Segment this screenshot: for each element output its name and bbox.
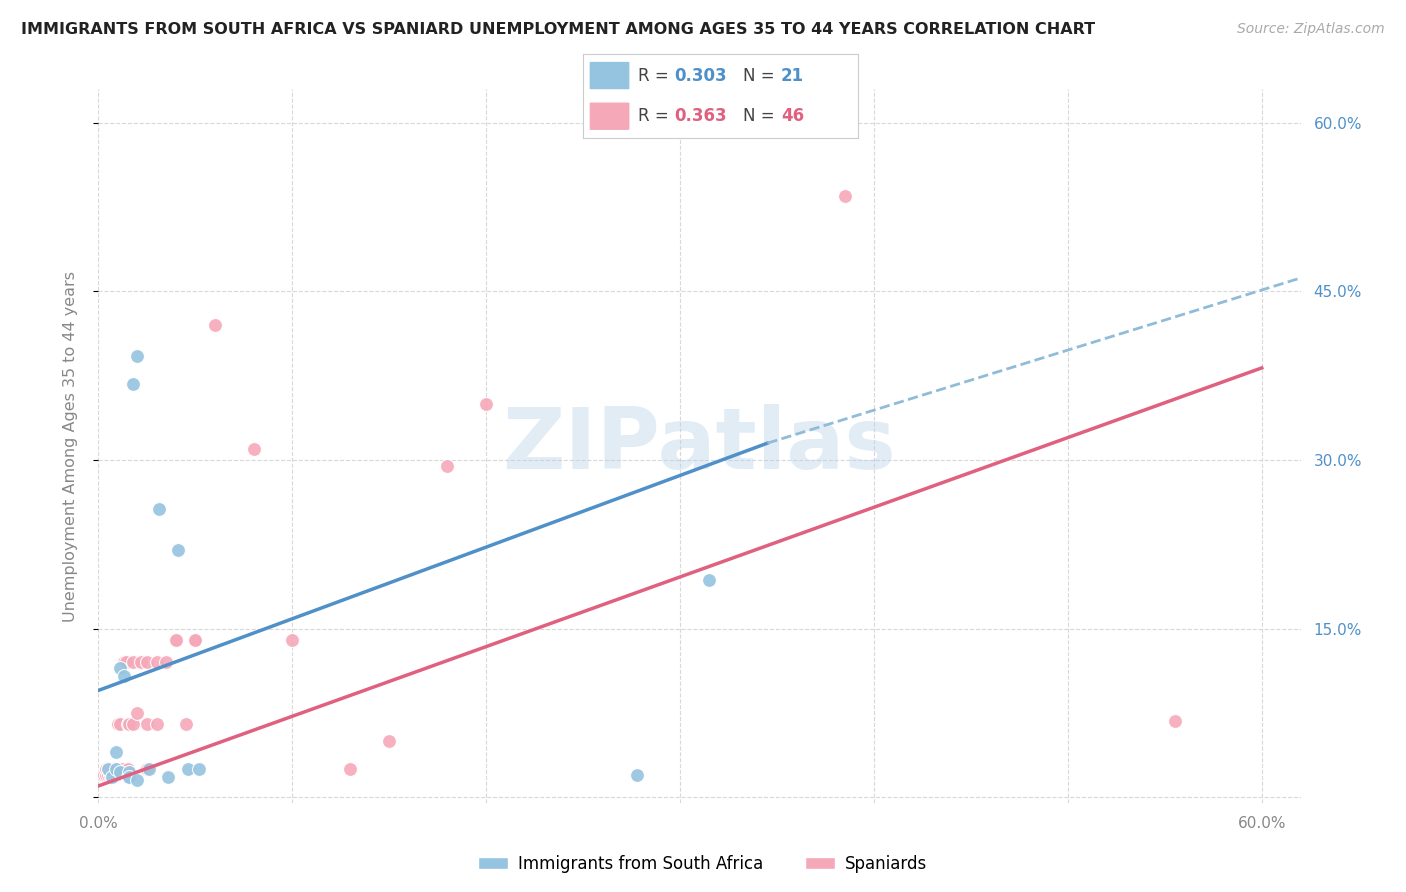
Point	[155, 656, 177, 670]
Point	[184, 632, 207, 647]
Text: N =: N =	[742, 107, 779, 125]
Point	[157, 770, 180, 784]
Point	[118, 770, 141, 784]
Point	[626, 768, 648, 782]
Point	[122, 717, 145, 731]
Point	[242, 442, 264, 456]
Point	[117, 717, 139, 731]
Text: Source: ZipAtlas.com: Source: ZipAtlas.com	[1237, 22, 1385, 37]
Text: N =: N =	[742, 67, 779, 85]
Point	[174, 717, 197, 731]
Point	[104, 745, 127, 759]
Text: R =: R =	[638, 107, 675, 125]
Point	[91, 768, 114, 782]
Point	[112, 656, 135, 670]
Point	[165, 632, 187, 647]
Point	[129, 656, 152, 670]
Point	[127, 706, 149, 720]
Point	[204, 318, 226, 333]
Text: 0.303: 0.303	[673, 67, 727, 85]
Point	[138, 762, 160, 776]
Point	[281, 632, 304, 647]
Text: 0.363: 0.363	[673, 107, 727, 125]
Point	[97, 762, 120, 776]
Point	[108, 661, 131, 675]
Y-axis label: Unemployment Among Ages 35 to 44 years: Unemployment Among Ages 35 to 44 years	[63, 270, 77, 622]
FancyBboxPatch shape	[589, 102, 630, 130]
Point	[122, 656, 145, 670]
Point	[117, 762, 139, 776]
Point	[108, 765, 131, 780]
Point	[436, 458, 458, 473]
Point	[339, 762, 361, 776]
Point	[176, 762, 198, 776]
Point	[127, 349, 149, 363]
Point	[145, 717, 167, 731]
Point	[96, 768, 118, 782]
Point	[127, 773, 149, 788]
FancyBboxPatch shape	[589, 62, 630, 90]
Point	[112, 669, 135, 683]
Point	[165, 632, 187, 647]
Point	[103, 768, 125, 782]
Point	[98, 768, 121, 782]
Point	[107, 762, 129, 776]
Point	[834, 189, 856, 203]
Point	[117, 770, 139, 784]
Point	[97, 768, 120, 782]
Point	[104, 762, 127, 776]
Point	[378, 734, 401, 748]
Text: 46: 46	[780, 107, 804, 125]
Text: ZIPatlas: ZIPatlas	[502, 404, 897, 488]
Point	[96, 762, 118, 776]
Point	[103, 765, 125, 780]
Point	[107, 717, 129, 731]
Point	[118, 717, 141, 731]
Point	[101, 762, 124, 776]
Legend: Immigrants from South Africa, Spaniards: Immigrants from South Africa, Spaniards	[472, 848, 934, 880]
Point	[114, 656, 136, 670]
Text: 21: 21	[780, 67, 804, 85]
Point	[697, 574, 720, 588]
Point	[135, 762, 157, 776]
Point	[188, 762, 211, 776]
Point	[135, 717, 157, 731]
Text: R =: R =	[638, 67, 675, 85]
Point	[118, 765, 141, 780]
Point	[111, 762, 134, 776]
Point	[122, 376, 145, 391]
Point	[135, 656, 157, 670]
Point	[145, 656, 167, 670]
Point	[104, 768, 127, 782]
Point	[97, 762, 120, 776]
Point	[101, 768, 124, 782]
Point	[93, 768, 115, 782]
Point	[184, 632, 207, 647]
Point	[167, 543, 190, 558]
Point	[98, 765, 121, 780]
Point	[101, 770, 124, 784]
Point	[475, 397, 498, 411]
Point	[108, 717, 131, 731]
Point	[148, 502, 170, 516]
Text: IMMIGRANTS FROM SOUTH AFRICA VS SPANIARD UNEMPLOYMENT AMONG AGES 35 TO 44 YEARS : IMMIGRANTS FROM SOUTH AFRICA VS SPANIARD…	[21, 22, 1095, 37]
Point	[1163, 714, 1185, 728]
